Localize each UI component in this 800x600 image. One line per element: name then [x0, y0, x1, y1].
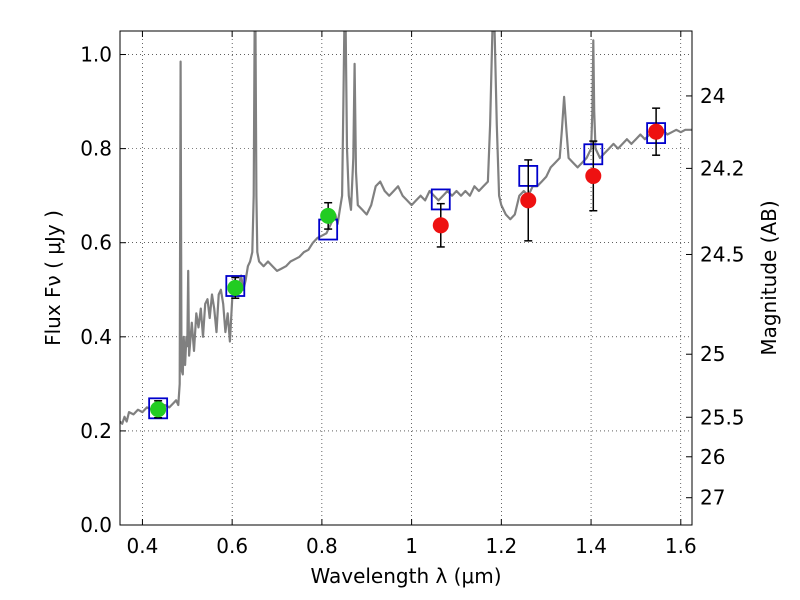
spectrum-line [120, 31, 692, 425]
y2-tick-label: 25 [700, 342, 725, 366]
x-tick-label: 1 [405, 534, 418, 558]
y2-axis-ticks: 24 24.2 24.5 25 25.5 26 27 [686, 84, 745, 510]
y2-tick-label: 27 [700, 486, 725, 510]
y-tick-label: 1.0 [80, 43, 112, 67]
nir-detections-point [432, 217, 449, 234]
detection-layer [150, 123, 665, 418]
nir-detections-point [520, 192, 537, 209]
y2-tick-label: 24.2 [700, 156, 745, 180]
x-tick-label: 1.6 [665, 534, 697, 558]
y-tick-label: 0.6 [80, 231, 112, 255]
model-photometry-layer [148, 122, 667, 420]
x-tick-label: 0.8 [306, 534, 338, 558]
nir-detections-point [648, 123, 665, 140]
y2-tick-label: 24.5 [700, 242, 745, 266]
y-tick-label: 0.0 [80, 513, 112, 537]
nir-detections-point [585, 167, 602, 184]
y2-tick-label: 26 [700, 445, 725, 469]
y2-tick-label: 25.5 [700, 405, 745, 429]
optical-detections-point [320, 207, 337, 224]
x-axis-ticks: 0.4 0.6 0.8 1 1.2 1.4 1.6 [127, 31, 697, 558]
grid [120, 31, 692, 525]
y-axis-ticks: 0.0 0.2 0.4 0.6 0.8 1.0 [80, 43, 126, 537]
optical-detections-point [150, 401, 167, 418]
y-tick-label: 0.8 [80, 137, 112, 161]
y-tick-label: 0.4 [80, 325, 112, 349]
plot-frame [119, 30, 693, 526]
x-tick-label: 1.2 [485, 534, 517, 558]
x-tick-label: 0.6 [216, 534, 248, 558]
optical-detections-point [227, 279, 244, 296]
spectrum-layer [120, 31, 692, 425]
x-tick-label: 0.4 [127, 534, 159, 558]
y2-tick-label: 24 [700, 84, 725, 108]
y2-axis-title: Magnitude (AB) [757, 200, 781, 355]
x-tick-label: 1.4 [575, 534, 607, 558]
y-tick-label: 0.2 [80, 419, 112, 443]
y-axis-title: Flux Fν ( μJy ) [41, 210, 65, 346]
x-axis-title: Wavelength λ (μm) [310, 564, 501, 588]
